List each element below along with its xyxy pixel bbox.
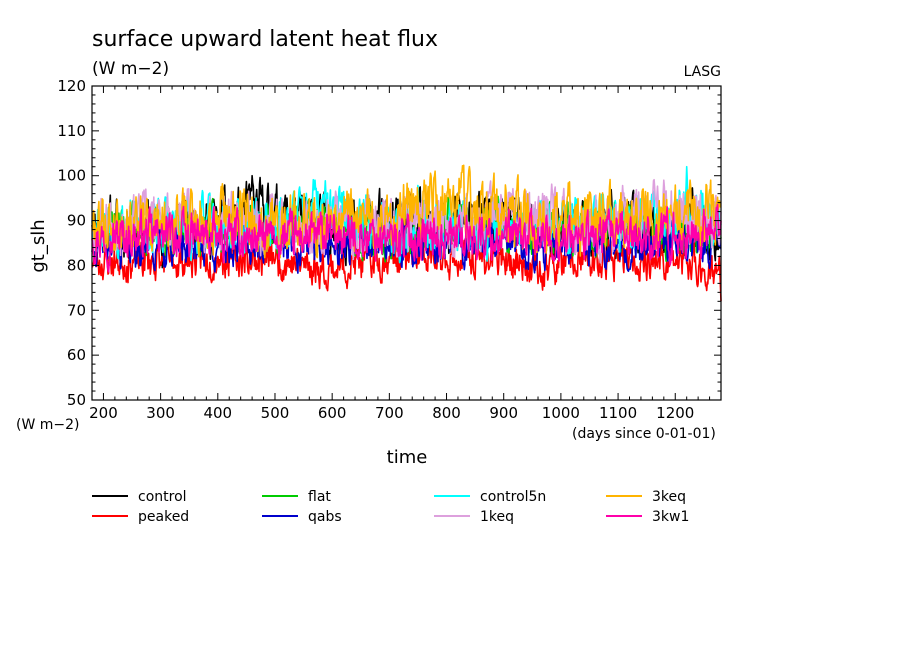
legend-label-flat: flat bbox=[308, 489, 331, 505]
legend-label-peaked: peaked bbox=[138, 509, 189, 525]
legend-label-qabs: qabs bbox=[308, 509, 342, 525]
x-tick-label: 200 bbox=[89, 404, 118, 422]
x-tick-label: 1100 bbox=[599, 404, 637, 422]
x-tick-label: 1200 bbox=[656, 404, 694, 422]
y-tick-label: 50 bbox=[67, 391, 86, 409]
legend-label-control: control bbox=[138, 489, 187, 505]
x-axis: 200 300 400 500 600 700 800 900 1000 1100 1200 bbox=[89, 86, 722, 422]
series-line-3keq bbox=[91, 164, 722, 259]
x-tick-label: 300 bbox=[146, 404, 175, 422]
y-tick-label: 120 bbox=[57, 77, 86, 95]
y-tick-label: 60 bbox=[67, 346, 86, 364]
y-tick-label: 100 bbox=[57, 167, 86, 185]
legend: control flat control5n 3keq peaked qabs 1keq 3k… bbox=[92, 489, 689, 525]
y-axis: 50 60 70 80 90 100 110 120 bbox=[57, 77, 721, 409]
series-line-3kw1 bbox=[91, 203, 722, 273]
plot-frame bbox=[91, 85, 722, 401]
x-tick-label: 1000 bbox=[542, 404, 580, 422]
x-tick-label: 500 bbox=[261, 404, 290, 422]
x-tick-label: 600 bbox=[318, 404, 347, 422]
x-tick-label: 800 bbox=[432, 404, 461, 422]
legend-label-3kw1: 3kw1 bbox=[652, 509, 689, 525]
legend-label-1keq: 1keq bbox=[480, 509, 514, 525]
x-tick-label: 400 bbox=[203, 404, 232, 422]
series-layer bbox=[91, 164, 722, 302]
chart-units: (W m−2) bbox=[92, 59, 169, 79]
y-tick-label: 110 bbox=[57, 122, 86, 140]
x-tick-label: 700 bbox=[375, 404, 404, 422]
y-tick-label: 80 bbox=[67, 256, 86, 274]
y-axis-label: gt_slh bbox=[28, 219, 49, 272]
x-axis-units: (days since 0-01-01) bbox=[572, 426, 716, 442]
x-axis-label: time bbox=[387, 447, 428, 468]
y-tick-label: 70 bbox=[67, 301, 86, 319]
y-axis-units: (W m−2) bbox=[16, 417, 80, 433]
chart-title: surface upward latent heat flux bbox=[92, 27, 438, 52]
legend-label-control5n: control5n bbox=[480, 489, 546, 505]
x-tick-label: 900 bbox=[489, 404, 518, 422]
y-tick-label: 90 bbox=[67, 212, 86, 230]
source-label: LASG bbox=[684, 64, 721, 80]
legend-label-3keq: 3keq bbox=[652, 489, 686, 505]
